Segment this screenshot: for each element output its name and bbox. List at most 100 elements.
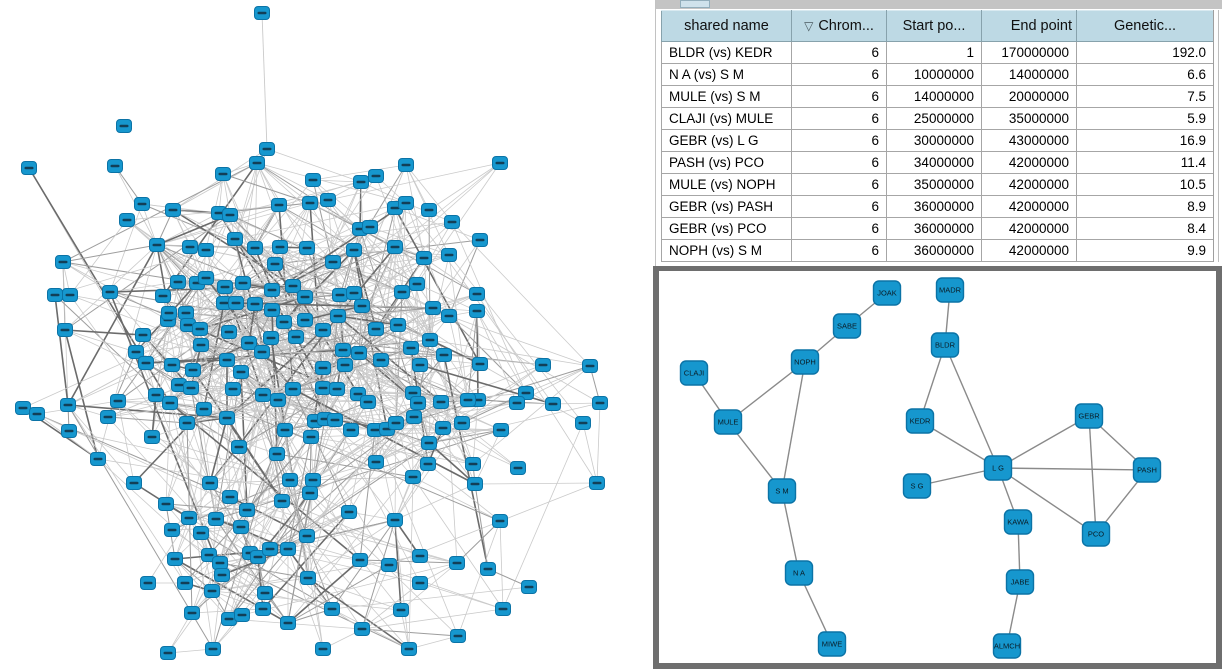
network-node[interactable] — [249, 156, 265, 170]
network-node[interactable] — [398, 158, 414, 172]
network-node[interactable] — [234, 608, 250, 622]
network-node[interactable] — [100, 410, 116, 424]
network-node[interactable] — [282, 473, 298, 487]
table-cell[interactable]: 42000000 — [981, 151, 1077, 174]
network-node[interactable] — [346, 286, 362, 300]
network-node[interactable] — [144, 430, 160, 444]
network-node[interactable] — [297, 290, 313, 304]
network-node[interactable] — [545, 397, 561, 411]
table-cell[interactable]: 30000000 — [886, 129, 982, 152]
network-node[interactable] — [305, 173, 321, 187]
node-shape[interactable] — [935, 277, 965, 303]
network-node[interactable] — [354, 622, 370, 636]
network-node[interactable] — [325, 255, 341, 269]
toolbar-tab-remnant[interactable] — [680, 0, 710, 8]
network-node[interactable] — [193, 338, 209, 352]
network-node[interactable] — [110, 394, 126, 408]
network-node[interactable] — [250, 550, 266, 564]
network-node[interactable] — [472, 233, 488, 247]
node-shape[interactable] — [1005, 569, 1035, 595]
network-node[interactable] — [262, 542, 278, 556]
network-node[interactable] — [162, 396, 178, 410]
network-node[interactable] — [324, 602, 340, 616]
table-cell[interactable]: 6 — [791, 129, 887, 152]
network-node[interactable] — [259, 142, 275, 156]
network-node[interactable] — [315, 361, 331, 375]
table-cell[interactable]: 6 — [791, 151, 887, 174]
network-node[interactable] — [61, 424, 77, 438]
network-node[interactable] — [285, 382, 301, 396]
network-node[interactable] — [303, 430, 319, 444]
node-shape[interactable] — [832, 313, 862, 339]
network-node[interactable] — [167, 552, 183, 566]
network-node[interactable] — [270, 393, 286, 407]
network-node[interactable] — [164, 523, 180, 537]
column-header[interactable]: Start po... — [886, 10, 982, 42]
network-node[interactable] — [329, 382, 345, 396]
network-node[interactable]: ALMCH — [992, 633, 1022, 659]
network-node[interactable] — [214, 568, 230, 582]
network-node[interactable] — [62, 288, 78, 302]
network-node[interactable] — [182, 240, 198, 254]
network-node[interactable] — [350, 387, 366, 401]
network-node[interactable] — [198, 243, 214, 257]
network-node[interactable] — [21, 161, 37, 175]
network-node[interactable] — [299, 529, 315, 543]
network-node[interactable] — [135, 328, 151, 342]
table-row[interactable]: MULE (vs) S M 6 14000000 20000000 7.5 — [661, 85, 1214, 108]
network-node[interactable] — [449, 556, 465, 570]
network-node[interactable] — [233, 365, 249, 379]
node-shape[interactable] — [817, 631, 847, 657]
network-node[interactable] — [337, 358, 353, 372]
table-cell[interactable]: 10.5 — [1076, 173, 1214, 196]
network-node[interactable] — [107, 159, 123, 173]
network-node[interactable] — [589, 476, 605, 490]
table-cell[interactable]: 6 — [791, 217, 887, 240]
network-node[interactable] — [178, 306, 194, 320]
network-node[interactable] — [160, 646, 176, 660]
network-node[interactable] — [254, 345, 270, 359]
network-node[interactable] — [403, 341, 419, 355]
table-cell[interactable]: 6 — [791, 107, 887, 130]
network-node[interactable] — [215, 167, 231, 181]
node-shape[interactable] — [1081, 521, 1111, 547]
network-node[interactable] — [409, 277, 425, 291]
network-node[interactable] — [582, 359, 598, 373]
network-node[interactable] — [472, 357, 488, 371]
node-shape[interactable] — [902, 473, 932, 499]
network-node[interactable]: MADR — [935, 277, 965, 303]
network-node[interactable] — [454, 416, 470, 430]
network-node[interactable] — [255, 602, 271, 616]
network-node[interactable] — [192, 322, 208, 336]
network-node[interactable] — [302, 486, 318, 500]
table-cell[interactable]: 42000000 — [981, 239, 1077, 262]
table-cell[interactable]: 11.4 — [1076, 151, 1214, 174]
network-node[interactable] — [128, 345, 144, 359]
network-node[interactable] — [255, 388, 271, 402]
network-node[interactable]: SABE — [832, 313, 862, 339]
network-node[interactable] — [352, 553, 368, 567]
network-node[interactable] — [368, 455, 384, 469]
network-node[interactable]: NOPH — [790, 349, 820, 375]
network-node[interactable] — [193, 526, 209, 540]
column-header[interactable]: ▽ Chrom... — [791, 10, 887, 42]
table-cell[interactable]: 36000000 — [886, 239, 982, 262]
table-cell[interactable]: GEBR (vs) PASH — [661, 195, 792, 218]
network-node[interactable] — [492, 156, 508, 170]
network-node[interactable] — [575, 416, 591, 430]
table-cell[interactable]: 14000000 — [981, 63, 1077, 86]
table-row[interactable]: N A (vs) S M 6 10000000 14000000 6.6 — [661, 63, 1214, 86]
network-node[interactable] — [509, 396, 525, 410]
table-cell[interactable]: 9.9 — [1076, 239, 1214, 262]
table-cell[interactable]: N A (vs) S M — [661, 63, 792, 86]
network-node[interactable] — [29, 407, 45, 421]
network-node[interactable] — [161, 306, 177, 320]
network-node[interactable] — [398, 196, 414, 210]
network-node[interactable]: PCO — [1081, 521, 1111, 547]
node-shape[interactable] — [679, 360, 709, 386]
network-node[interactable] — [467, 477, 483, 491]
network-node[interactable] — [148, 388, 164, 402]
table-cell[interactable]: 170000000 — [981, 41, 1077, 64]
network-node[interactable] — [450, 629, 466, 643]
table-cell[interactable]: 36000000 — [886, 217, 982, 240]
